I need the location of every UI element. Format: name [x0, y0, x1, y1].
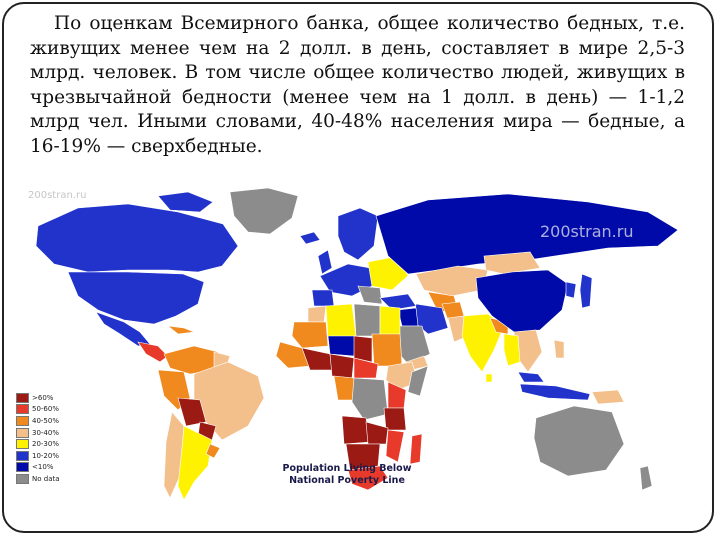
- japan: [579, 273, 593, 309]
- world-poverty-map: [8, 186, 694, 506]
- watermark-top-left: 200stran.ru: [28, 190, 87, 201]
- legend-swatch: [16, 392, 29, 403]
- south-africa: [347, 465, 389, 491]
- legend-swatch: [16, 473, 29, 484]
- map-legend: >60% 50-60% 40-50% 30-40% 20-30% 10-20% <10% No…: [16, 392, 86, 485]
- world-map-svg: [8, 186, 694, 506]
- legend-label: <10%: [32, 463, 54, 472]
- legend-swatch: [16, 427, 29, 438]
- legend-label: No data: [32, 474, 60, 483]
- algeria: [325, 303, 357, 339]
- legend-item: 50-60%: [16, 404, 86, 416]
- myanmar-thailand: [503, 333, 521, 367]
- west-africa: [275, 341, 311, 369]
- congo-drc: [351, 377, 389, 421]
- map-caption: Population Living Below National Poverty…: [274, 463, 420, 487]
- korea: [565, 281, 577, 299]
- caribbean: [166, 325, 195, 335]
- new-guinea: [591, 389, 625, 405]
- tanzania: [383, 407, 407, 431]
- legend-label: 50-60%: [32, 405, 59, 414]
- legend-item: 40-50%: [16, 415, 86, 427]
- central-african-rep: [353, 357, 379, 379]
- legend-swatch: [16, 404, 29, 415]
- morocco: [307, 305, 327, 323]
- legend-label: >60%: [32, 393, 54, 402]
- legend-item: 10-20%: [16, 450, 86, 462]
- zambia: [365, 421, 389, 445]
- sudan: [371, 333, 403, 367]
- madagascar: [409, 433, 423, 465]
- map-title-line1: Population Living Below: [282, 463, 412, 474]
- legend-label: 10-20%: [32, 451, 59, 460]
- mongolia: [483, 251, 541, 275]
- legend-label: 40-50%: [32, 416, 59, 425]
- slide-paragraph: По оценкам Всемирного банка, общее колич…: [30, 13, 685, 157]
- egypt: [379, 305, 401, 337]
- balkans: [357, 285, 383, 305]
- legend-item: 20-30%: [16, 438, 86, 450]
- chad: [353, 335, 373, 363]
- legend-item: No data: [16, 473, 86, 485]
- arctic-islands: [157, 191, 214, 213]
- legend-item: 30-40%: [16, 427, 86, 439]
- mozambique: [385, 429, 405, 463]
- libya: [353, 303, 381, 337]
- iceland: [299, 231, 321, 245]
- nigeria: [329, 353, 355, 379]
- malaysia: [517, 371, 545, 383]
- somalia: [407, 365, 429, 397]
- uk: [317, 249, 333, 275]
- legend-swatch: [16, 450, 29, 461]
- angola: [341, 415, 371, 445]
- niger: [327, 335, 357, 357]
- uruguay: [205, 443, 221, 459]
- scandinavia: [337, 207, 379, 261]
- indonesia: [519, 383, 591, 401]
- legend-swatch: [16, 462, 29, 473]
- slide-frame: [2, 2, 714, 533]
- legend-swatch: [16, 415, 29, 426]
- russia: [375, 193, 679, 275]
- new-zealand: [639, 465, 653, 491]
- map-title-line2: National Poverty Line: [289, 475, 405, 486]
- legend-item: >60%: [16, 392, 86, 404]
- philippines: [553, 339, 565, 359]
- bolivia: [177, 397, 207, 427]
- india: [461, 313, 505, 373]
- australia: [533, 405, 625, 477]
- legend-swatch: [16, 439, 29, 450]
- mauritania-mali: [291, 321, 329, 349]
- legend-label: 30-40%: [32, 428, 59, 437]
- usa: [67, 271, 205, 325]
- central-america: [137, 341, 169, 363]
- iberia: [311, 289, 335, 307]
- watermark-top-right: 200stran.ru: [540, 222, 634, 241]
- greenland: [229, 187, 299, 235]
- canada: [35, 203, 239, 273]
- sri-lanka: [485, 373, 493, 383]
- legend-item: <10%: [16, 462, 86, 474]
- legend-label: 20-30%: [32, 440, 59, 449]
- china: [475, 269, 569, 333]
